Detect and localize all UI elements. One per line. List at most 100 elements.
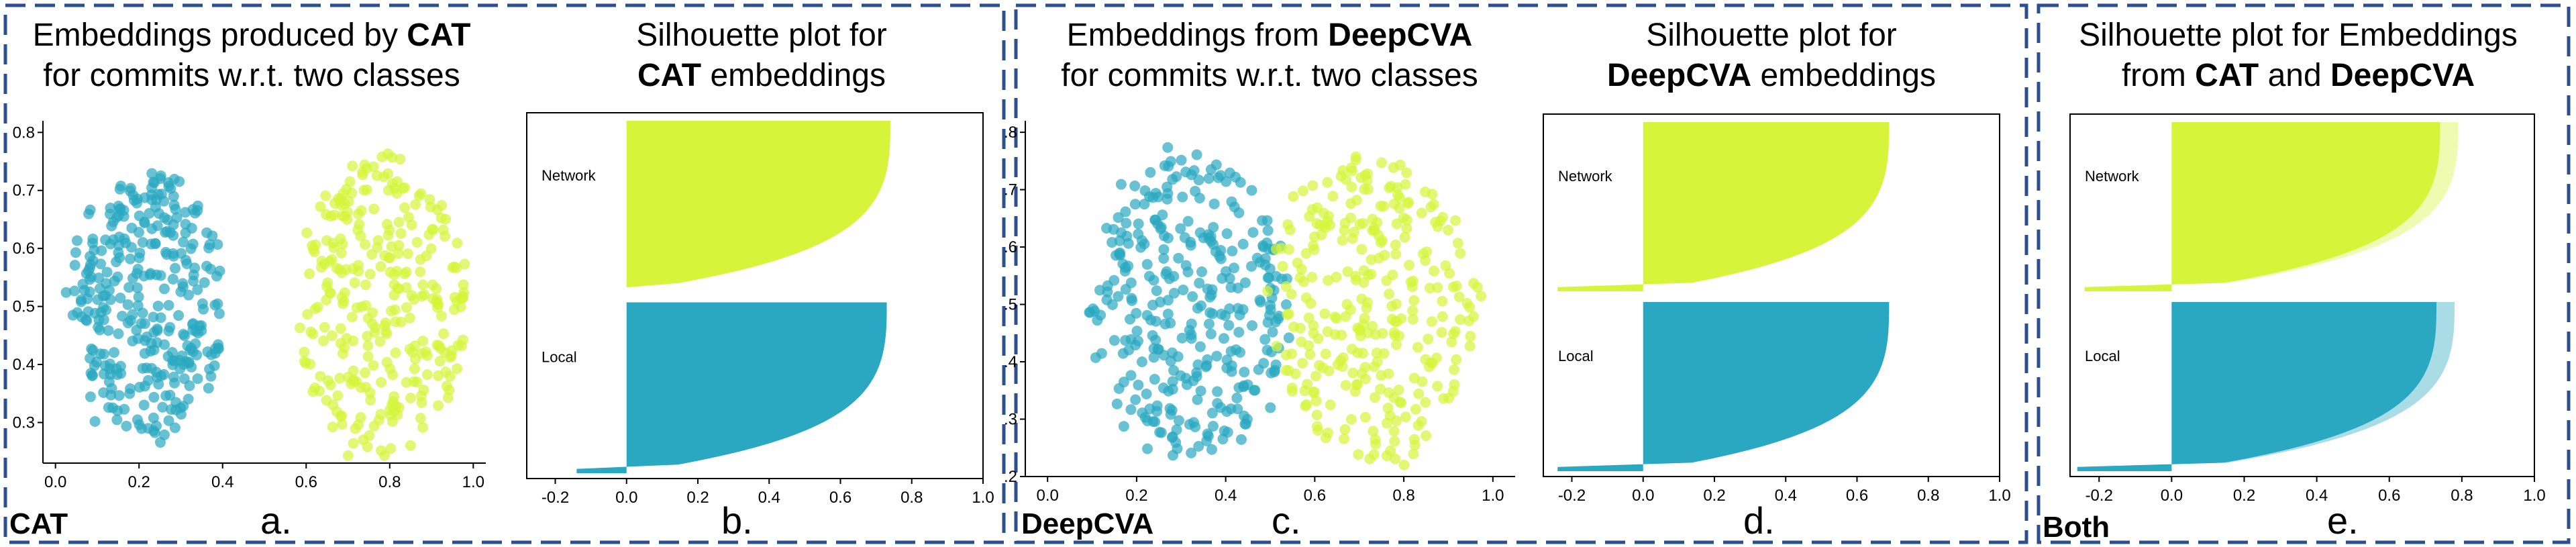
scatter-point [411,236,423,248]
scatter-point [1148,352,1160,363]
scatter-point [213,308,225,319]
scatter-point [1131,326,1143,337]
scatter-point [1247,227,1259,238]
scatter-point [1354,325,1366,336]
scatter-point [214,265,225,277]
scatter-point [132,282,143,293]
scatter-point [93,321,104,333]
scatter-point [401,302,412,313]
scatter-point [312,301,323,313]
scatter-point [180,219,191,230]
scatter-point [1446,336,1457,348]
scatter-point [69,260,81,271]
scatter-point [1464,340,1476,352]
scatter-point [1286,289,1297,300]
scatter-point [1407,275,1419,287]
scatter-point [131,268,142,279]
scatter-point [1227,246,1238,257]
scatter-point [375,377,387,388]
scatter-point [344,176,356,187]
scatter-point [1307,180,1319,191]
scatter-point [152,325,163,336]
scatter-point [348,335,359,346]
scatter-point [349,277,360,289]
scatter-point [87,370,98,382]
scatter-point [146,338,157,349]
scatter-point [1232,283,1243,294]
scatter-point [125,253,136,264]
scatter-point [449,291,460,303]
scatter-point [1147,299,1159,311]
scatter-point [1374,252,1385,264]
scatter-point [1186,333,1197,344]
scatter-point [1141,388,1152,399]
silhouette-band [2077,302,2437,471]
scatter-point [393,402,405,413]
scatter-point [336,419,348,430]
scatter-point [1390,339,1402,350]
scatter-point [199,277,210,289]
scatter-point [170,203,181,215]
x-tick-label: 0.4 [758,489,780,507]
title-c-line2: for commits w.r.t. two classes [1061,58,1478,93]
scatter-point [192,373,203,385]
scatter-point [1288,191,1299,202]
scatter-point [1176,332,1188,344]
scatter-point [452,363,463,375]
scatter-point [328,242,340,254]
scatter-point [197,298,208,309]
scatter-point [338,188,349,199]
scatter-point [1109,335,1120,346]
scatter-point [1238,381,1249,393]
scatter-point [1178,284,1189,295]
scatter-point [1382,403,1394,414]
scatter-point [1171,424,1182,436]
scatter-point [212,298,223,309]
scatter-point [326,254,338,265]
x-tick-label: -0.2 [2085,487,2113,505]
scatter-point [436,200,448,211]
scatter-point [1106,299,1118,311]
x-tick-label: 1.0 [1988,487,2010,505]
scatter-point [1283,332,1294,344]
scatter-point [1130,394,1141,405]
scatter-point [1211,350,1223,362]
scatter-point [1113,383,1125,394]
scatter-point [1412,419,1424,431]
scatter-point [1346,343,1357,354]
scatter-point [1339,424,1351,435]
scatter-point [121,420,132,432]
x-tick-label: 1.0 [462,473,484,491]
scatter-point [114,252,125,263]
scatter-point [1115,179,1127,190]
scatter-point [1299,385,1310,397]
scatter-point [1231,392,1243,403]
scatter-point [84,274,95,285]
scatter-point [390,347,401,358]
scatter-point [1390,239,1401,250]
scatter-point [1338,433,1349,444]
scatter-point [158,429,170,440]
scatter-point [68,285,80,297]
scatter-point [1370,434,1381,445]
scatter-point [115,360,126,372]
x-tick-label: 0.2 [1703,487,1725,505]
scatter-point [1106,237,1118,248]
x-tick-label: 0.6 [2378,487,2400,505]
scatter-point [1420,186,1431,197]
scatter-point [1297,358,1308,369]
scatter-point [1232,403,1243,415]
scatter-point [1455,248,1466,259]
scatter-point [409,376,420,387]
scatter-point [435,310,447,321]
scatter-point [413,190,425,201]
scatter-point [1453,291,1465,303]
silhouette-plot-4: Network Local -0.2 0.0 0.2 0.4 0.6 0.8 1.0 [2069,113,2546,505]
scatter-point [385,443,397,454]
scatter-point [1246,185,1257,196]
scatter-point [1167,383,1178,395]
scatter-point [347,160,358,172]
scatter-point [383,252,395,264]
scatter-point [321,235,332,246]
scatter-point [155,312,166,324]
